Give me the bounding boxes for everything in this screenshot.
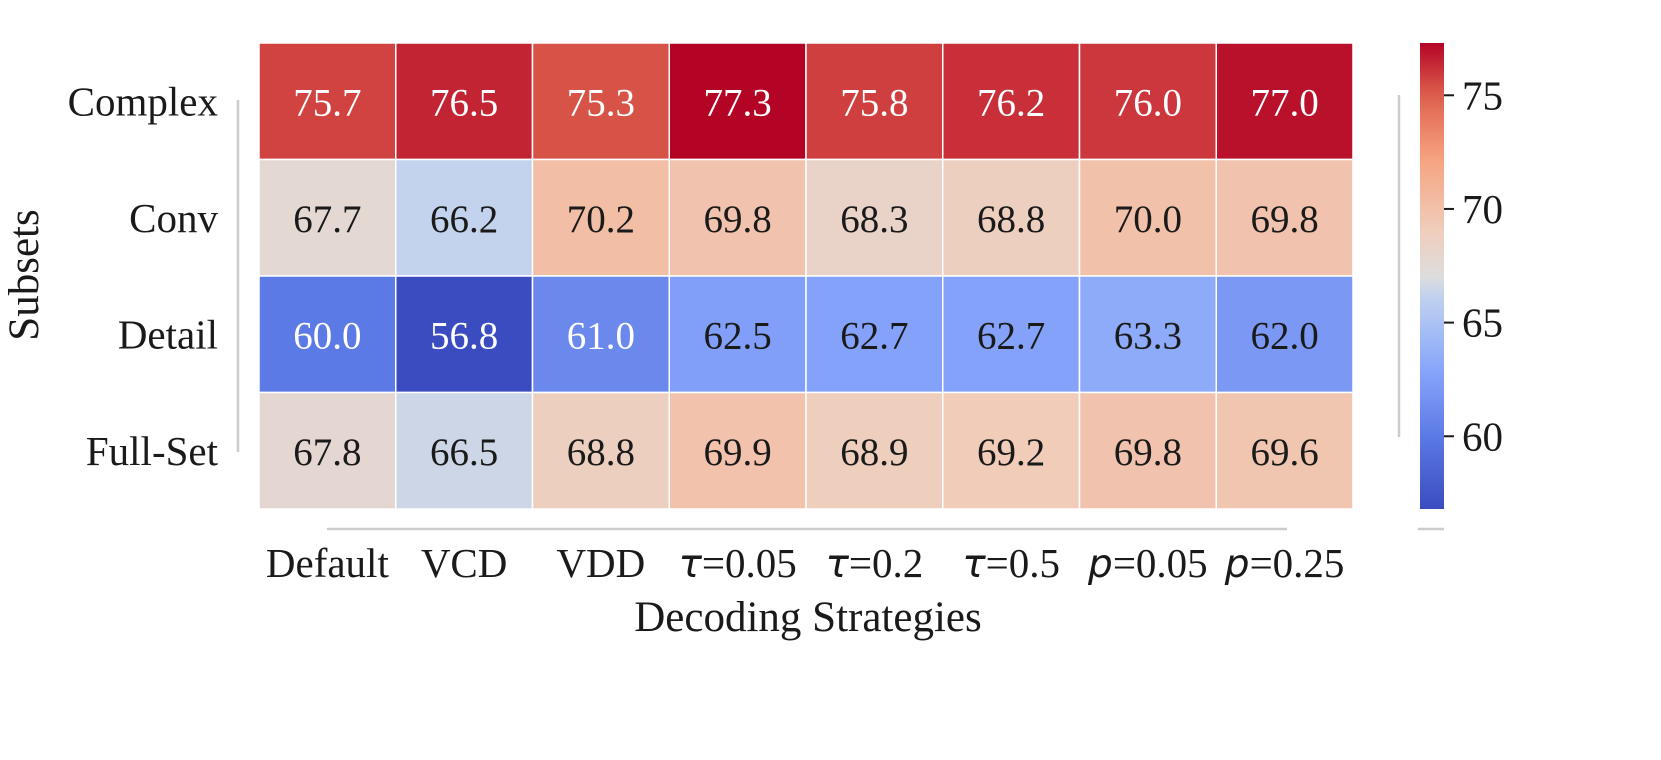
x-tick-label: Default (266, 540, 390, 586)
cell-value-label: 62.7 (840, 314, 908, 357)
heatmap-cell (395, 158, 534, 277)
cell-value-label: 68.9 (840, 431, 908, 474)
y-axis-label: Subsets (1, 209, 48, 340)
cell-value-label: 68.3 (840, 198, 908, 241)
cell-value-label: 56.8 (430, 314, 498, 357)
heatmap-cell (805, 42, 944, 161)
colorbar-tick-label: 65 (1462, 300, 1503, 346)
offset-spines (236, 100, 1287, 531)
cell-value-label: 69.8 (1114, 431, 1182, 474)
heatmap-cell (258, 42, 397, 161)
heatmap-cell (531, 275, 670, 394)
cell-value-label: 67.7 (293, 198, 361, 241)
cell-value-label: 76.2 (977, 81, 1045, 124)
cell-value-label: 66.2 (430, 198, 498, 241)
cell-value-label: 76.5 (430, 81, 498, 124)
heatmap-cell (531, 391, 670, 510)
y-tick-labels: Complex Conv Detail Full-Set (68, 78, 219, 474)
heatmap-cell (258, 391, 397, 510)
y-tick-label: Full-Set (86, 428, 219, 474)
cell-value-label: 75.8 (840, 81, 908, 124)
heatmap-cell (668, 275, 807, 394)
cell-value-label: 69.8 (1251, 198, 1319, 241)
heatmap-cell (1215, 42, 1354, 161)
cell-value-label: 68.8 (977, 198, 1045, 241)
cell-value-label: 70.2 (567, 198, 635, 241)
cell-value-label: 77.0 (1251, 81, 1319, 124)
x-axis-label: Decoding Strategies (634, 594, 982, 641)
heatmap-cell (1215, 158, 1354, 277)
heatmap-cell (1078, 275, 1217, 394)
cell-value-label: 66.5 (430, 431, 498, 474)
cell-value-label: 77.3 (704, 81, 772, 124)
x-tick-label: VCD (421, 540, 508, 586)
cell-value-label: 67.8 (293, 431, 361, 474)
x-tick-label: p=0.05 (1087, 540, 1208, 587)
cell-value-label: 68.8 (567, 431, 635, 474)
heatmap-cell (942, 275, 1081, 394)
heatmap-cell (1215, 391, 1354, 510)
heatmap-cell-labels: 75.7 76.5 75.3 77.3 75.8 76.2 76.0 77.0 67.7 66.2… (293, 81, 1319, 474)
heatmap-cell (531, 42, 670, 161)
cell-value-label: 76.0 (1114, 81, 1182, 124)
cell-value-label: 61.0 (567, 314, 635, 357)
colorbar-tick-label: 70 (1462, 186, 1503, 232)
colorbar-gradient (1420, 43, 1444, 509)
y-tick-label: Complex (68, 78, 218, 124)
heatmap-cell (805, 275, 944, 394)
x-tick-label: τ=0.5 (962, 540, 1060, 587)
cell-value-label: 69.2 (977, 431, 1045, 474)
heatmap-cell (805, 391, 944, 510)
colorbar-tick-label: 75 (1462, 72, 1503, 118)
heatmap-cell (668, 391, 807, 510)
x-tick-label: τ=0.05 (678, 540, 796, 587)
y-tick-label: Conv (129, 195, 218, 241)
heatmap-cell (668, 42, 807, 161)
cell-value-label: 69.8 (704, 198, 772, 241)
cell-value-label: 62.7 (977, 314, 1045, 357)
cell-value-label: 60.0 (293, 314, 361, 357)
cell-value-label: 75.3 (567, 81, 635, 124)
heatmap-cell (942, 158, 1081, 277)
x-tick-label: p=0.25 (1224, 540, 1345, 587)
cell-value-label: 63.3 (1114, 314, 1182, 357)
colorbar-tick-label: 60 (1462, 413, 1503, 459)
cell-value-label: 70.0 (1114, 198, 1182, 241)
x-tick-label: τ=0.2 (825, 540, 923, 587)
heatmap-cell (942, 42, 1081, 161)
cell-value-label: 62.5 (704, 314, 772, 357)
heatmap-cell (1078, 391, 1217, 510)
x-tick-label: VDD (556, 540, 645, 586)
cell-value-label: 62.0 (1251, 314, 1319, 357)
heatmap-cells (258, 42, 1354, 510)
cell-value-label: 69.9 (704, 431, 772, 474)
y-tick-label: Detail (118, 311, 218, 357)
heatmap-cell (395, 42, 534, 161)
x-tick-labels: Default VCD VDD τ=0.05 τ=0.2 τ=0.5 p=0.05 p=0.2… (266, 540, 1345, 587)
heatmap-cell (805, 158, 944, 277)
heatmap-cell (1215, 275, 1354, 394)
heatmap-cell (258, 275, 397, 394)
cell-value-label: 75.7 (293, 81, 361, 124)
cell-value-label: 69.6 (1251, 431, 1319, 474)
heatmap-cell (395, 275, 534, 394)
heatmap-cell (668, 158, 807, 277)
colorbar: 60 65 70 75 (1397, 43, 1503, 531)
